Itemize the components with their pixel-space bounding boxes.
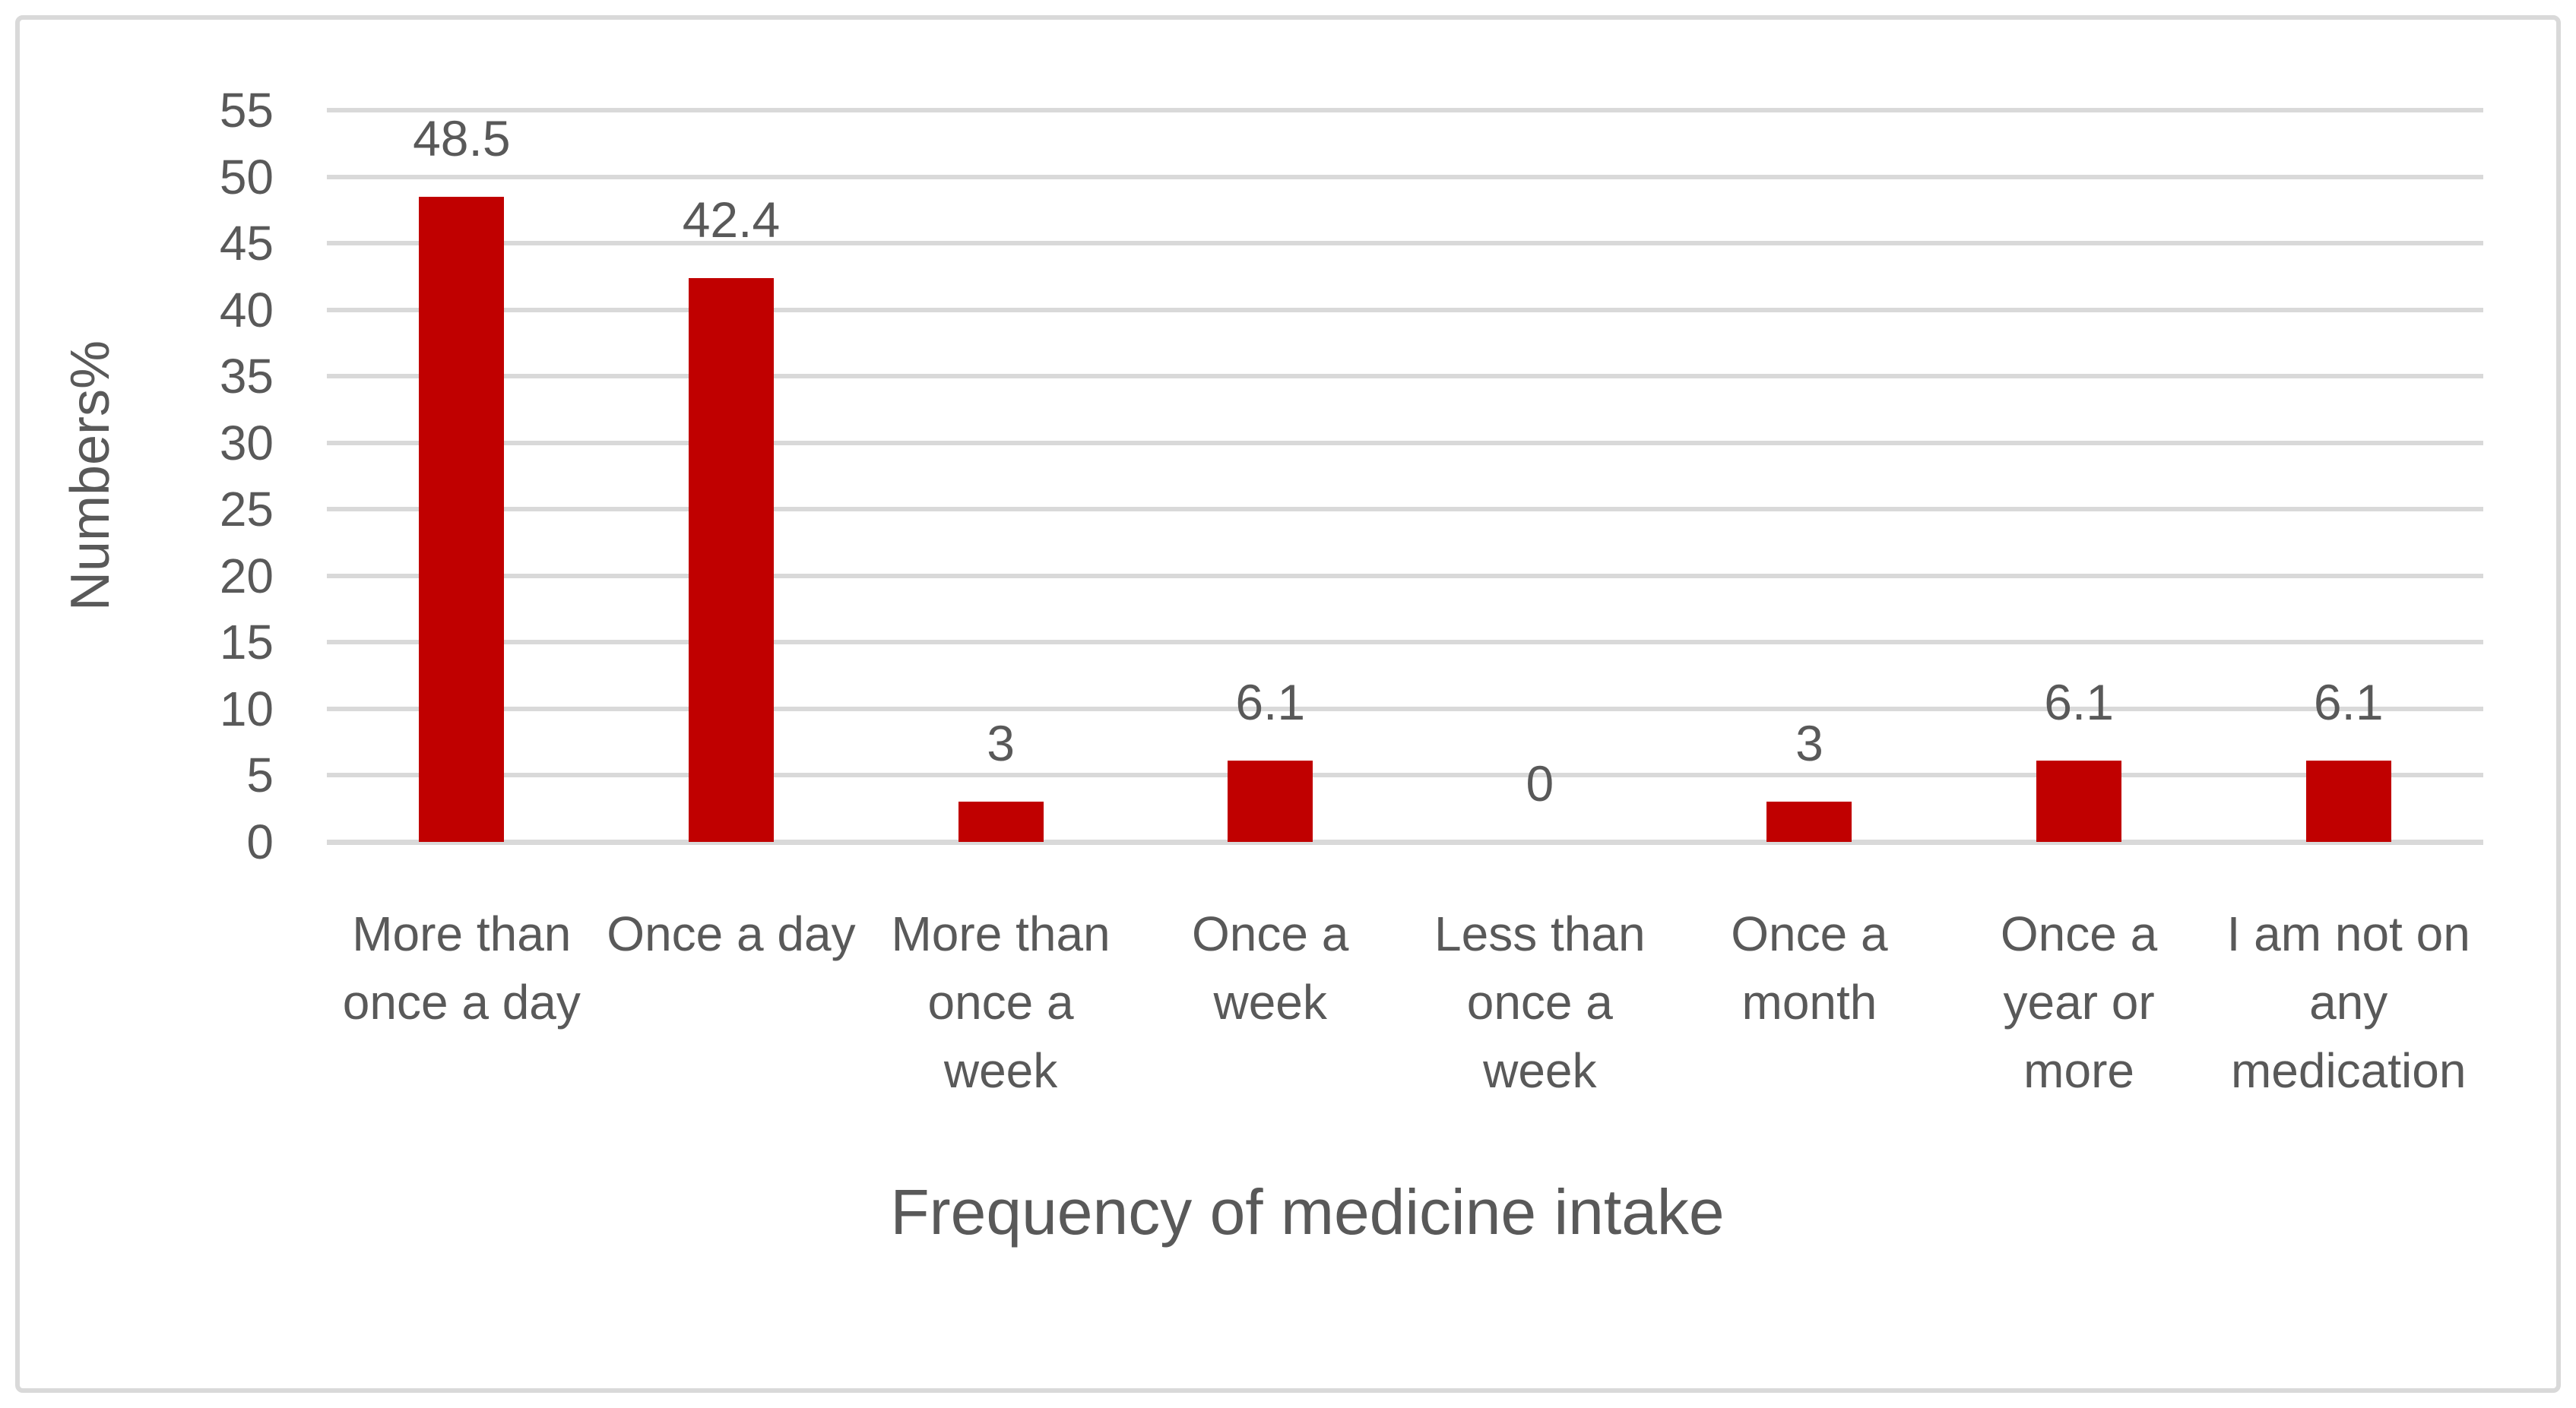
y-tick-label: 5: [246, 748, 274, 803]
bar: [958, 802, 1044, 842]
gridline: [327, 507, 2483, 512]
bar: [688, 278, 774, 842]
bar: [2036, 761, 2122, 842]
x-category-label: Once a week: [1134, 900, 1406, 1036]
x-axis-title: Frequency of medicine intake: [890, 1176, 1725, 1248]
x-category-label-line: Once a day: [607, 906, 856, 961]
x-category-label: I am not on any medication: [2213, 900, 2485, 1105]
x-category-label-line: week: [1213, 975, 1327, 1030]
gridline: [327, 573, 2483, 578]
x-category-label-line: week: [943, 1043, 1058, 1098]
x-category-label-line: I am not on: [2226, 906, 2470, 961]
gridline: [327, 241, 2483, 246]
bar-value-label: 6.1: [2044, 674, 2114, 730]
bar: [1228, 761, 1313, 842]
x-category-label: Once a day: [595, 900, 867, 968]
bar-value-label: 0: [1526, 755, 1554, 812]
y-tick-label: 55: [219, 83, 274, 138]
y-tick-label: 40: [219, 282, 274, 337]
x-category-label: Once a year or more: [1943, 900, 2215, 1105]
x-category-label-line: More than: [352, 906, 572, 961]
x-category-label-line: year or: [2003, 975, 2155, 1030]
gridline: [327, 773, 2483, 778]
y-tick-label: 0: [246, 815, 274, 869]
gridline: [327, 706, 2483, 711]
gridline: [327, 640, 2483, 645]
bar: [1766, 802, 1852, 842]
x-category-label: Once a month: [1673, 900, 1945, 1036]
bar: [2305, 761, 2391, 842]
x-category-label-line: any: [2309, 975, 2388, 1030]
gridline: [327, 108, 2483, 112]
gridline: [327, 174, 2483, 179]
x-category-label: Less than once a week: [1404, 900, 1676, 1105]
x-category-label-line: More than: [891, 906, 1111, 961]
x-category-label-line: once a: [927, 975, 1074, 1030]
bar-value-label: 6.1: [2313, 674, 2384, 730]
y-tick-label: 20: [219, 548, 274, 603]
x-category-label-line: more: [2023, 1043, 2134, 1098]
y-tick-label: 30: [219, 415, 274, 470]
gridline: [327, 307, 2483, 312]
x-category-label-line: Once a: [1192, 906, 1349, 961]
y-tick-label: 10: [219, 681, 274, 736]
gridline: [327, 440, 2483, 445]
x-category-label-line: once a day: [342, 975, 581, 1030]
bar-value-label: 6.1: [1235, 674, 1306, 730]
y-tick-label: 35: [219, 349, 274, 404]
bar: [419, 197, 505, 842]
x-category-label-line: medication: [2230, 1043, 2467, 1098]
x-category-label-line: Once a: [2000, 906, 2158, 961]
y-tick-label: 50: [219, 149, 274, 204]
y-tick-label: 25: [219, 482, 274, 537]
x-category-label-line: once a: [1466, 975, 1613, 1030]
bar-value-label: 3: [987, 715, 1015, 771]
bar-value-label: 48.5: [413, 110, 511, 166]
gridline: [327, 374, 2483, 379]
x-category-label-line: month: [1741, 975, 1877, 1030]
bar-value-label: 42.4: [682, 191, 781, 248]
x-category-label-line: Less than: [1434, 906, 1646, 961]
bar-value-label: 3: [1795, 715, 1823, 771]
y-tick-label: 15: [219, 615, 274, 670]
x-category-label: More than once a day: [325, 900, 597, 1036]
x-axis-baseline: [327, 840, 2483, 845]
x-category-label: More than once a week: [865, 900, 1137, 1105]
x-category-label-line: week: [1483, 1043, 1597, 1098]
y-tick-label: 45: [219, 216, 274, 271]
x-category-label-line: Once a: [1731, 906, 1888, 961]
